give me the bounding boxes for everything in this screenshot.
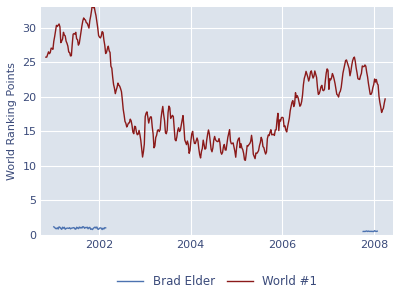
Line: Brad Elder: Brad Elder <box>54 227 106 230</box>
Line: World #1: World #1 <box>46 3 385 160</box>
Legend: Brad Elder, World #1: Brad Elder, World #1 <box>113 270 322 292</box>
Y-axis label: World Ranking Points: World Ranking Points <box>7 62 17 180</box>
